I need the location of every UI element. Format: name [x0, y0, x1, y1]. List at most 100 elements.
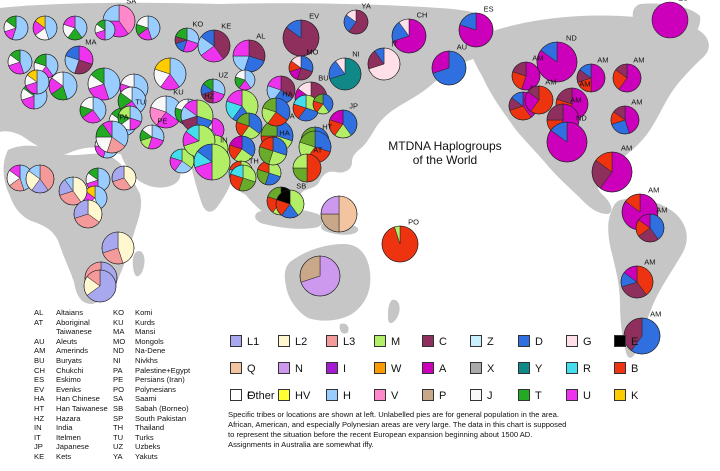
pie-slice — [651, 1, 689, 39]
legend-label: C — [439, 336, 447, 348]
pie-outline — [25, 164, 55, 194]
abbreviation-name: Amerinds — [56, 346, 89, 356]
land-borneo — [255, 208, 323, 229]
abbreviation-name: Evenks — [56, 384, 81, 394]
abbreviation-code: HZ — [34, 413, 45, 423]
haplogroup-pie — [94, 19, 116, 41]
pie-outline — [229, 164, 257, 192]
abbreviation-code: IN — [34, 423, 42, 433]
abbreviation-code: AL — [34, 308, 44, 317]
land-new-zealand — [388, 299, 400, 324]
haplogroup-pie: AM — [610, 98, 643, 135]
pie-label: ES — [484, 5, 494, 14]
abbreviation-name: Altaians — [56, 308, 84, 317]
pie-outline — [7, 49, 33, 75]
haplogroup-pie — [228, 135, 256, 163]
haplogroup-pie — [62, 15, 88, 41]
pie-label: MA — [85, 38, 96, 47]
legend-label: Y — [535, 363, 543, 375]
abbreviation-name: Thailand — [135, 423, 165, 433]
abbreviation-code: TH — [113, 423, 124, 433]
abbreviation-code: CH — [34, 365, 45, 375]
haplogroup-pie — [101, 231, 135, 265]
abbreviation-name: Itelmen — [56, 432, 81, 442]
pie-label: AM — [648, 186, 659, 195]
haplogroup-pie: AM — [591, 144, 633, 193]
pie-label: PO — [408, 218, 419, 227]
haplogroup-pie: ES — [651, 0, 689, 39]
legend-label: K — [631, 390, 639, 402]
haplogroup-pie: ND — [536, 34, 577, 83]
pie-outline — [64, 45, 94, 75]
abbreviation-code: YA — [113, 451, 123, 461]
abbreviation-name: Hazara — [56, 413, 81, 423]
pie-outline — [320, 195, 358, 233]
pie-outline — [87, 67, 121, 101]
legend-swatch — [614, 362, 626, 374]
abbreviation-name: Turks — [135, 432, 154, 442]
legend-label: Z — [487, 336, 494, 348]
legend-swatch — [422, 362, 434, 374]
footnote-line-1: Specific tribes or locations are shown a… — [228, 410, 559, 419]
pie-label: KU — [173, 88, 183, 97]
abbreviation-name: Kets — [56, 451, 72, 461]
map-title-line-1: MTDNA Haplogroups — [388, 139, 502, 153]
pie-label: AL — [256, 32, 265, 41]
pie-label: EV — [309, 12, 319, 21]
abbreviation-code: MA — [113, 327, 125, 337]
pie-outline — [79, 96, 107, 124]
haplogroup-pie — [135, 15, 161, 41]
abbreviation-name: Kurds — [135, 317, 155, 327]
pie-outline — [101, 231, 135, 265]
pie-label: UZ — [218, 71, 228, 80]
abbreviation-code: ES — [34, 375, 45, 385]
abbreviation-code: KO — [113, 308, 124, 317]
pie-label: AM — [644, 258, 655, 267]
haplogroup-pie: CH — [391, 11, 427, 54]
legend-swatch — [326, 389, 338, 401]
pie-outline — [591, 151, 633, 193]
abbreviation-code: SA — [113, 394, 124, 404]
pie-outline — [58, 176, 88, 206]
pie-label: AM — [656, 206, 667, 215]
legend-swatch — [470, 335, 482, 347]
land-iceland — [24, 5, 37, 14]
legend-swatch — [566, 389, 578, 401]
abbreviation-code: EV — [34, 384, 45, 394]
pie-label: SB — [296, 182, 306, 191]
legend-label: W — [391, 363, 402, 375]
pie-outline — [117, 105, 143, 131]
abbreviation-name: Yakuts — [135, 451, 158, 461]
pie-label: TU — [135, 98, 145, 107]
legend-label: L2 — [295, 336, 308, 348]
haplogroup-pie: KE — [197, 22, 231, 63]
pie-outline — [635, 213, 665, 243]
legend-label: X — [487, 363, 495, 375]
abbreviation-code: PO — [113, 384, 124, 394]
legend-swatch — [230, 389, 242, 401]
pie-label: PE — [157, 117, 167, 126]
legend-swatch — [614, 335, 626, 347]
legend-swatch — [470, 362, 482, 374]
pie-label: IN — [220, 136, 228, 145]
haplogroup-pie — [85, 167, 111, 193]
haplogroup-pies: SAKOKEALEVYACHESESMAUZMOBUNIITAUNDAMAMAM… — [3, 0, 689, 355]
pie-label: YA — [361, 2, 370, 11]
haplogroup-pie: UZ — [200, 71, 229, 104]
pie-label: AM — [633, 56, 644, 65]
map-title-line-2: of the World — [412, 153, 478, 167]
abbreviation-code: AU — [34, 336, 45, 346]
pie-outline — [367, 47, 401, 81]
abbreviation-name: Polynesians — [135, 384, 176, 394]
pie-outline — [261, 97, 291, 127]
pie-label: AT — [313, 146, 322, 155]
footnote-line-2: African, American, and especially Polyne… — [228, 420, 567, 429]
haplogroup-pie: AU — [431, 43, 467, 86]
haplogroup-pie — [256, 160, 282, 186]
legend-label: H — [343, 390, 351, 402]
haplogroup-pie — [3, 15, 29, 41]
haplogroup-pie: AM — [620, 258, 655, 299]
abbreviation-name: Han Chinese — [56, 394, 100, 404]
legend-label: L1 — [247, 336, 260, 348]
legend-label: J — [487, 390, 493, 402]
